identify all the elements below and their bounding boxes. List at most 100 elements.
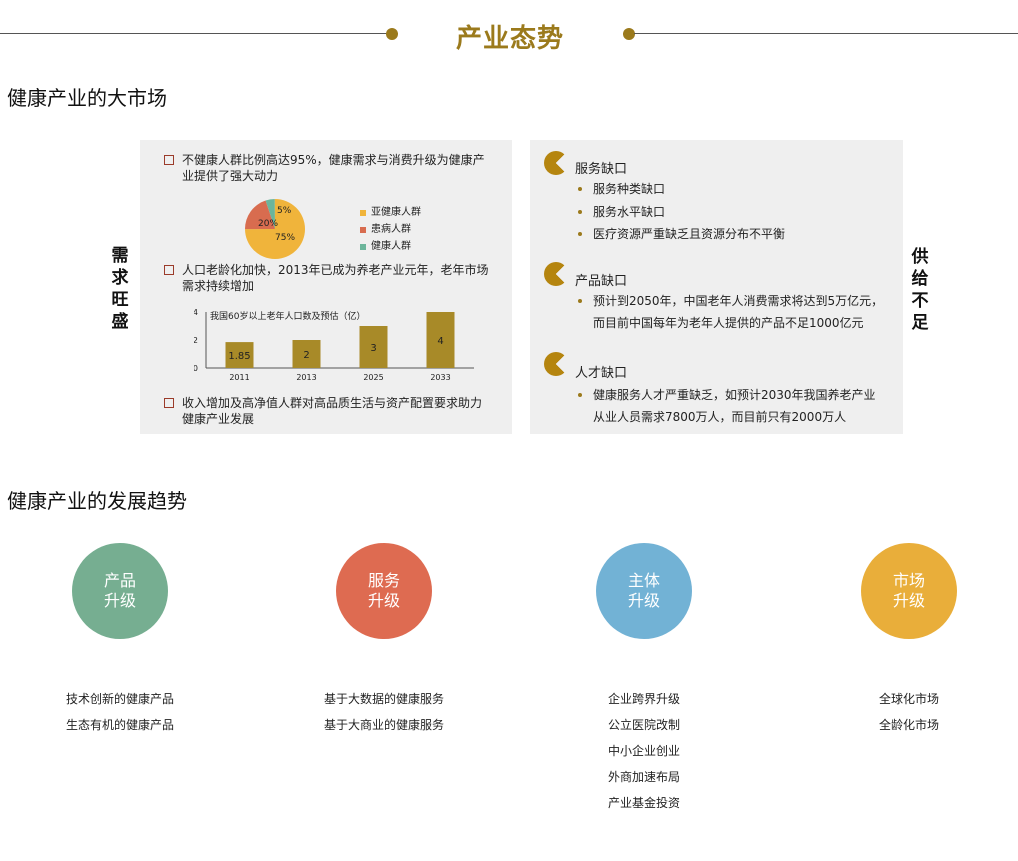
supply-char: 供 — [911, 247, 929, 267]
gap-item-text: 服务水平缺口 — [593, 205, 666, 219]
x-tick-label: 2011 — [229, 373, 249, 382]
trend-item: 基于大数据的健康服务 — [323, 692, 444, 706]
checkbox-icon — [164, 155, 174, 165]
circle-label: 服务 — [367, 571, 400, 590]
bar-value-label: 4 — [437, 336, 443, 347]
legend-item: 患病人群 — [360, 223, 421, 240]
pie-legend: 亚健康人群 患病人群 健康人群 — [360, 206, 421, 257]
circle-label: 主体 — [627, 571, 660, 590]
y-tick-label: 2 — [194, 336, 198, 345]
header-line-left — [0, 33, 388, 34]
header-dot-left — [386, 28, 398, 40]
pacman-icon — [544, 151, 568, 175]
trend-item: 基于大商业的健康服务 — [323, 718, 444, 732]
y-tick-label: 0 — [194, 364, 198, 373]
pie-chart: 5% 20% 75% — [244, 198, 306, 260]
text-line: 人口老龄化加快，2013年已成为养老产业元年，老年市场 — [182, 263, 489, 277]
bar-value-label: 3 — [370, 343, 376, 354]
circle-label: 升级 — [627, 591, 660, 610]
text-line: 需求持续增加 — [182, 279, 255, 293]
trend-list-market: 全球化市场 全龄化市场 — [849, 690, 969, 742]
demand-point-text: 收入增加及高净值人群对高品质生活与资产配置要求助力 健康产业发展 — [164, 395, 504, 427]
circle-label: 升级 — [892, 591, 925, 610]
gap-item-text: 医疗资源严重缺乏且资源分布不平衡 — [593, 227, 786, 241]
header-dot-right — [623, 28, 635, 40]
circle-label: 市场 — [892, 571, 925, 590]
x-tick-label: 2033 — [430, 373, 450, 382]
supply-char: 不 — [911, 291, 929, 311]
trend-list-service: 基于大数据的健康服务 基于大商业的健康服务 — [304, 690, 464, 742]
legend-label: 健康人群 — [371, 241, 411, 252]
text-line: 从业人员需求7800万人，而目前只有2000万人 — [593, 410, 847, 424]
gap-item-text: 健康服务人才严重缺乏，如预计2030年我国养老产业 从业人员需求7800万人，而… — [578, 384, 876, 428]
trend-circle-market: 市场 升级 — [861, 543, 957, 639]
bar-chart-title: 我国60岁以上老年人口数及预估（亿） — [210, 310, 365, 322]
text-line: 而目前中国每年为老年人提供的产品不足1000亿元 — [593, 316, 864, 330]
trend-circle-product: 产品 升级 — [72, 543, 168, 639]
demand-point-text: 不健康人群比例高达95%，健康需求与消费升级为健康产 业提供了强大动力 — [164, 152, 504, 184]
supply-char: 给 — [911, 269, 929, 289]
checkbox-icon — [164, 265, 174, 275]
trend-item: 技术创新的健康产品 — [65, 692, 174, 706]
bar — [359, 326, 388, 368]
trend-item: 公立医院改制 — [607, 718, 680, 732]
legend-label: 亚健康人群 — [371, 207, 421, 218]
service-gap-item: 医疗资源严重缺乏且资源分布不平衡 — [578, 223, 785, 245]
legend-label: 患病人群 — [371, 224, 411, 235]
text-line: 不健康人群比例高达95%，健康需求与消费升级为健康产 — [182, 153, 485, 167]
talent-gap-item: 健康服务人才严重缺乏，如预计2030年我国养老产业 从业人员需求7800万人，而… — [578, 384, 876, 428]
section-title-market: 健康产业的大市场 — [7, 86, 167, 110]
pie-label-subhealth: 75% — [275, 233, 296, 243]
trend-circle-subject: 主体 升级 — [596, 543, 692, 639]
bullet-icon — [578, 210, 582, 214]
header-line-right — [634, 33, 1018, 34]
checkbox-icon — [164, 398, 174, 408]
text-line: 预计到2050年，中国老年人消费需求将达到5万亿元， — [593, 294, 884, 308]
supply-panel: 服务缺口 服务种类缺口 服务水平缺口 医疗资源严重缺乏且资源分布不平衡 产品缺口… — [530, 140, 903, 434]
circle-label: 升级 — [367, 591, 400, 610]
legend-swatch — [360, 227, 366, 233]
text-line: 健康产业发展 — [182, 412, 255, 426]
trend-item: 全龄化市场 — [878, 718, 939, 732]
gap-item-text: 预计到2050年，中国老年人消费需求将达到5万亿元， 而目前中国每年为老年人提供… — [578, 290, 883, 334]
demand-char: 旺 — [111, 290, 129, 310]
text-line: 收入增加及高净值人群对高品质生活与资产配置要求助力 — [182, 396, 483, 410]
y-tick-label: 4 — [194, 308, 198, 317]
pacman-icon — [544, 262, 568, 286]
trend-list-product: 技术创新的健康产品 生态有机的健康产品 — [45, 690, 195, 742]
pie-slice — [245, 200, 275, 230]
bullet-icon — [578, 187, 582, 191]
pie-chart-svg — [245, 199, 305, 259]
text-line: 业提供了强大动力 — [182, 169, 279, 183]
circle-label: 产品 — [103, 571, 136, 590]
x-tick-label: 2013 — [296, 373, 316, 382]
bar-chart: 0 2 4 我国60岁以上老年人口数及预估（亿） 1.85 2011 2 2013 3 2025 4… — [194, 308, 474, 382]
pacman-icon — [544, 352, 568, 376]
pie-label-sick: 20% — [258, 219, 279, 229]
demand-point-text: 人口老龄化加快，2013年已成为养老产业元年，老年市场 需求持续增加 — [164, 262, 504, 294]
trend-item: 生态有机的健康产品 — [65, 718, 174, 732]
text-line: 健康服务人才严重缺乏，如预计2030年我国养老产业 — [593, 388, 876, 402]
demand-char: 求 — [111, 268, 129, 288]
gap-item-text: 服务种类缺口 — [593, 182, 666, 196]
trend-item: 外商加速布局 — [607, 770, 680, 784]
bar — [426, 312, 455, 368]
demand-point-income: 收入增加及高净值人群对高品质生活与资产配置要求助力 健康产业发展 — [164, 395, 504, 427]
product-gap-title: 产品缺口 — [575, 274, 628, 289]
demand-char: 需 — [111, 246, 129, 266]
bar-value-label: 1.85 — [228, 351, 250, 362]
product-gap-item: 预计到2050年，中国老年人消费需求将达到5万亿元， 而目前中国每年为老年人提供… — [578, 290, 883, 334]
bullet-icon — [578, 299, 582, 303]
demand-panel: 不健康人群比例高达95%，健康需求与消费升级为健康产 业提供了强大动力 5% 2… — [140, 140, 512, 434]
legend-swatch — [360, 244, 366, 250]
pie-slice — [245, 199, 305, 259]
trend-item: 产业基金投资 — [607, 796, 680, 810]
pie-slice — [265, 199, 275, 229]
legend-item: 健康人群 — [360, 240, 421, 257]
service-gap-item: 服务种类缺口 — [578, 178, 665, 200]
demand-point-health: 不健康人群比例高达95%，健康需求与消费升级为健康产 业提供了强大动力 — [164, 152, 504, 184]
bar — [292, 340, 321, 368]
page-title: 产业态势 — [455, 24, 564, 54]
demand-side-label: 需 求 旺 盛 — [107, 245, 133, 333]
service-gap-item: 服务水平缺口 — [578, 201, 665, 223]
